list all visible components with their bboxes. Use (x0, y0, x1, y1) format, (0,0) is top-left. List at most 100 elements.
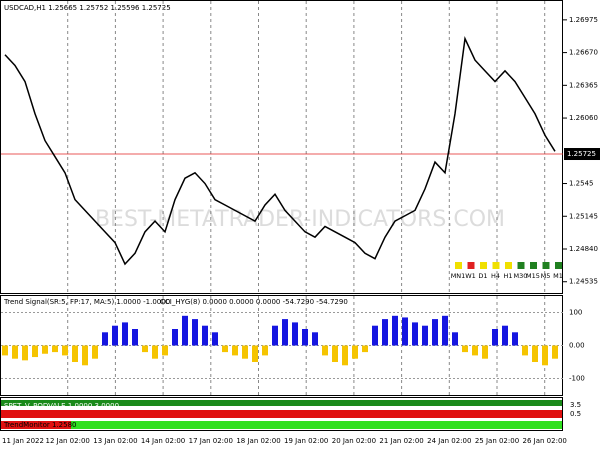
bar (292, 322, 298, 346)
time-label: 12 Jan 02:00 (46, 437, 90, 445)
bar (192, 319, 198, 346)
y-tick-label: 1.26670 (569, 49, 598, 57)
time-label: 21 Jan 02:00 (379, 437, 423, 445)
bar (512, 332, 518, 346)
bar (272, 325, 278, 346)
bar (132, 329, 138, 346)
bar (242, 345, 248, 359)
bar (142, 345, 148, 353)
timeframe-box (492, 262, 500, 269)
y-tick-label: 0.00 (569, 342, 585, 350)
bar (482, 345, 488, 359)
bar (152, 345, 158, 359)
timeframe-box (467, 262, 475, 269)
bar (502, 325, 508, 346)
y-tick-label: 1.26365 (569, 81, 598, 89)
y-tick-label: 1.24840 (569, 245, 598, 253)
timeframe-label: MN1 (451, 272, 466, 280)
timeframe-box (530, 262, 537, 269)
bar (52, 345, 58, 353)
bar (382, 319, 388, 346)
timeframe-box (542, 262, 550, 269)
time-label: 13 Jan 02:00 (93, 437, 137, 445)
bar (492, 329, 498, 346)
timeframe-box (505, 262, 512, 269)
header: USDCAD,H1 1.25665 1.25752 1.25596 1.2572… (4, 4, 171, 12)
indicator-subtitle: CCI_HYG(8) 0.0000 0.0000 0.0000 -54.7290… (160, 298, 348, 306)
bar (442, 315, 448, 346)
signal-strip (1, 410, 562, 418)
bar (322, 345, 328, 356)
bar (392, 315, 398, 346)
bar (342, 345, 348, 366)
bar (262, 345, 268, 356)
signal-panel (0, 397, 563, 431)
time-label: 14 Jan 02:00 (141, 437, 185, 445)
main-panel (0, 0, 563, 294)
bar (202, 325, 208, 346)
timeframe-label: D1 (478, 272, 487, 280)
time-label: 11 Jan 2022 (2, 437, 44, 445)
bar (422, 325, 428, 346)
bar (212, 332, 218, 346)
timeframe-box (555, 262, 562, 269)
lower-label: SPET_V_PODVALE 1.0000 3.0000 (4, 402, 119, 410)
bar (432, 319, 438, 346)
bar (372, 325, 378, 346)
bar (312, 332, 318, 346)
current-price-label: 1.25725 (567, 150, 596, 158)
timeframe-label: M15 (526, 272, 540, 280)
bar (222, 345, 228, 353)
bar (72, 345, 78, 362)
bar (112, 325, 118, 346)
y-tick-label: 1.26060 (569, 114, 598, 122)
timeframe-label: M5 (541, 272, 551, 280)
current-price-box (564, 148, 600, 161)
bar (352, 345, 358, 359)
y-tick-label: 1.25145 (569, 212, 598, 220)
signal-strip (1, 421, 562, 429)
timeframe-label: M1 (553, 272, 563, 280)
signal-strip (1, 400, 562, 406)
bar (42, 345, 48, 354)
time-label: 26 Jan 02:00 (523, 437, 567, 445)
watermark: BEST-METATRADER-INDICATORS.COM (95, 207, 505, 232)
bar (452, 332, 458, 346)
bar (332, 345, 338, 362)
signal-strip (1, 421, 71, 429)
bar (32, 345, 38, 358)
time-label: 25 Jan 02:00 (475, 437, 519, 445)
bar (172, 329, 178, 346)
bar (472, 345, 478, 356)
bar (412, 322, 418, 346)
time-label: 19 Jan 02:00 (284, 437, 328, 445)
bar (102, 332, 108, 346)
bar (2, 345, 8, 356)
time-label: 17 Jan 02:00 (189, 437, 233, 445)
bar (542, 345, 548, 366)
bar (122, 322, 128, 346)
time-label: 24 Jan 02:00 (427, 437, 471, 445)
lower-label: TrendMonitor 1.2580 (3, 421, 77, 429)
timeframe-box (517, 262, 525, 269)
bar (462, 345, 468, 353)
bar (282, 319, 288, 346)
timeframe-box (455, 262, 462, 269)
y-tick-label: 1.2545 (569, 180, 594, 188)
bar (552, 345, 558, 359)
bar (232, 345, 238, 356)
bar (402, 317, 408, 346)
timeframe-box (480, 262, 487, 269)
bar (22, 345, 28, 361)
bar (302, 329, 308, 346)
bar (522, 345, 528, 356)
price-line (4, 35, 556, 266)
y-tick-label: -100 (569, 375, 585, 383)
time-label: 18 Jan 02:00 (236, 437, 280, 445)
timeframe-label: H1 (503, 272, 512, 280)
bar (162, 345, 168, 356)
y-tick-label: 100 (569, 309, 582, 317)
lower-scale: 0.5 (570, 410, 581, 418)
